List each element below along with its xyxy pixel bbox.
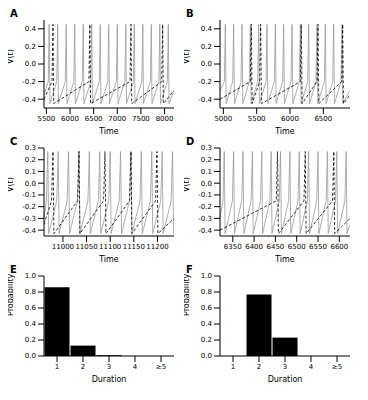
svg-text:0.2: 0.2: [201, 43, 212, 51]
svg-text:0.2: 0.2: [201, 156, 212, 164]
html-text:A: A: [10, 8, 18, 19]
svg-text:6500: 6500: [288, 243, 306, 251]
svg-text:6350: 6350: [224, 243, 242, 251]
svg-text:V(t): V(t): [184, 49, 191, 64]
svg-text:0.3: 0.3: [201, 144, 212, 152]
html-text:E: E: [10, 264, 17, 275]
svg-text:0.0: 0.0: [201, 180, 212, 188]
svg-text:-0.2: -0.2: [22, 203, 36, 211]
svg-text:6500: 6500: [85, 115, 103, 123]
svg-text:-0.3: -0.3: [198, 215, 212, 223]
html-text:F: F: [186, 264, 193, 275]
svg-text:-0.2: -0.2: [198, 78, 212, 86]
svg-text:-0.4: -0.4: [198, 227, 212, 235]
svg-text:1: 1: [55, 363, 59, 371]
svg-text:6500: 6500: [314, 115, 332, 123]
svg-text:0.0: 0.0: [25, 352, 36, 360]
svg-text:6000: 6000: [61, 115, 79, 123]
svg-text:7500: 7500: [132, 115, 150, 123]
svg-text:5500: 5500: [37, 115, 55, 123]
svg-text:0.4: 0.4: [201, 25, 213, 33]
svg-text:0.1: 0.1: [201, 168, 212, 176]
svg-text:11200: 11200: [146, 243, 168, 251]
html-text:D: D: [186, 136, 195, 147]
svg-text:5000: 5000: [214, 115, 232, 123]
svg-text:11150: 11150: [123, 243, 145, 251]
svg-text:2: 2: [257, 363, 261, 371]
svg-text:6550: 6550: [309, 243, 327, 251]
svg-text:Time: Time: [274, 255, 295, 264]
svg-text:6600: 6600: [330, 243, 348, 251]
svg-text:1: 1: [231, 363, 235, 371]
svg-text:4: 4: [309, 363, 314, 371]
svg-text:V(t): V(t): [8, 49, 15, 64]
html-text:B: B: [186, 8, 194, 19]
svg-text:0.3: 0.3: [25, 144, 36, 152]
svg-text:0.2: 0.2: [201, 336, 212, 344]
svg-text:0.8: 0.8: [201, 288, 212, 296]
svg-text:7000: 7000: [108, 115, 126, 123]
svg-text:3: 3: [107, 363, 111, 371]
svg-text:Duration: Duration: [92, 375, 127, 384]
svg-text:4: 4: [133, 363, 138, 371]
svg-text:0.0: 0.0: [201, 352, 212, 360]
svg-text:Probability: Probability: [184, 273, 191, 316]
svg-text:0.0: 0.0: [25, 180, 36, 188]
svg-text:-0.4: -0.4: [198, 96, 212, 104]
svg-text:11100: 11100: [99, 243, 121, 251]
svg-text:-0.4: -0.4: [22, 96, 36, 104]
svg-text:Time: Time: [98, 127, 119, 136]
svg-text:0.2: 0.2: [25, 43, 36, 51]
html-text:C: C: [10, 136, 18, 147]
svg-text:0.2: 0.2: [25, 156, 36, 164]
svg-text:Probability: Probability: [8, 273, 15, 316]
svg-text:2: 2: [81, 363, 85, 371]
svg-text:-0.4: -0.4: [22, 227, 36, 235]
svg-text:5500: 5500: [248, 115, 266, 123]
svg-text:6000: 6000: [281, 115, 299, 123]
svg-text:0.0: 0.0: [201, 60, 212, 68]
svg-text:0.8: 0.8: [25, 288, 36, 296]
svg-text:≥5: ≥5: [332, 363, 342, 371]
svg-text:0.6: 0.6: [201, 304, 213, 312]
svg-text:11000: 11000: [52, 243, 74, 251]
svg-text:0.4: 0.4: [25, 25, 37, 33]
svg-text:-0.3: -0.3: [22, 215, 36, 223]
svg-text:8000: 8000: [156, 115, 174, 123]
svg-text:-0.1: -0.1: [198, 191, 212, 199]
svg-text:0.4: 0.4: [25, 320, 37, 328]
svg-text:-0.2: -0.2: [22, 78, 36, 86]
svg-text:6400: 6400: [245, 243, 263, 251]
svg-text:1.0: 1.0: [25, 272, 36, 280]
svg-text:0.4: 0.4: [201, 320, 213, 328]
svg-text:≥5: ≥5: [156, 363, 166, 371]
svg-text:0.0: 0.0: [25, 60, 36, 68]
svg-text:Time: Time: [98, 255, 119, 264]
svg-text:V(t): V(t): [184, 177, 191, 192]
svg-text:-0.2: -0.2: [198, 203, 212, 211]
svg-text:Duration: Duration: [268, 375, 303, 384]
svg-text:1.0: 1.0: [201, 272, 212, 280]
svg-text:11050: 11050: [75, 243, 97, 251]
svg-text:6450: 6450: [266, 243, 284, 251]
svg-text:3: 3: [283, 363, 287, 371]
svg-text:0.6: 0.6: [25, 304, 37, 312]
svg-text:V(t): V(t): [8, 177, 15, 192]
svg-text:0.2: 0.2: [25, 336, 36, 344]
svg-text:Time: Time: [274, 127, 295, 136]
svg-text:-0.1: -0.1: [22, 191, 36, 199]
svg-text:0.1: 0.1: [25, 168, 36, 176]
